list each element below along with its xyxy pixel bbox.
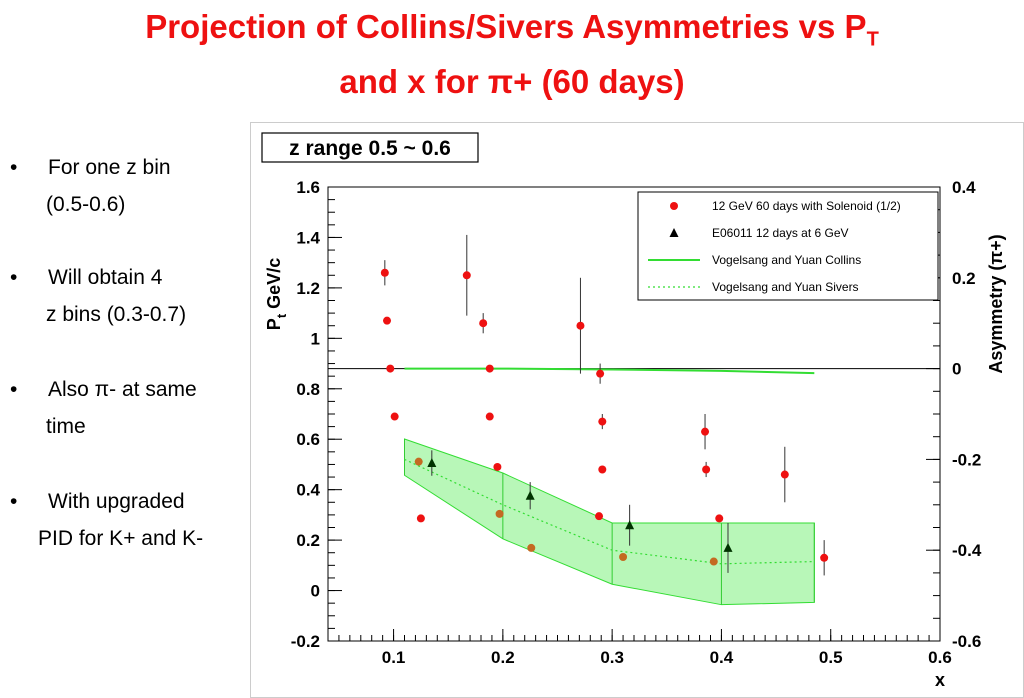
- y-right-axis-label: Asymmetry (π+): [986, 234, 1006, 373]
- legend-marker-circle: [670, 202, 678, 210]
- y-right-tick-label: -0.6: [952, 632, 981, 651]
- title-line-2: and x for π+ (60 days): [339, 62, 685, 100]
- data-point-triangle: [427, 458, 437, 468]
- bullet-text: Will obtain 4: [48, 266, 163, 289]
- data-point-circle: [462, 271, 471, 280]
- data-point-circle: [527, 543, 536, 552]
- data-point-circle: [380, 268, 389, 277]
- y-right-tick-label: -0.2: [952, 450, 981, 469]
- data-point-circle: [702, 465, 711, 474]
- bullet-text: z bins (0.3-0.7): [46, 303, 187, 326]
- data-point-circle: [701, 427, 710, 436]
- data-point-circle: [390, 412, 399, 421]
- y-left-tick-label: 0.2: [296, 531, 320, 550]
- data-point-circle: [598, 417, 607, 426]
- y-right-tick-label: 0: [952, 360, 961, 379]
- data-point-triangle: [525, 490, 535, 500]
- y-right-tick-label: 0.4: [952, 178, 976, 197]
- data-point-circle: [598, 465, 607, 474]
- title-line-1: Projection of Collins/Sivers Asymmetries…: [145, 8, 879, 51]
- y-left-tick-label: 0.6: [296, 430, 320, 449]
- data-point-circle: [485, 364, 494, 373]
- panel-label-frame: [261, 132, 479, 163]
- legend-entry-label: Vogelsang and Yuan Sivers: [712, 280, 859, 294]
- data-point-circle: [414, 457, 423, 466]
- y-left-tick-label: 1.6: [296, 178, 320, 197]
- bullet-text: Also π- at same: [48, 378, 197, 401]
- data-point-circle: [416, 514, 425, 523]
- y-right-tick-label: 0.2: [952, 269, 976, 288]
- asymmetry-chart: z range 0.5 ~ 0.6 0.1 0.2 0.3 0.4 0.5 0.6 x -0.2…: [250, 122, 1024, 698]
- y-left-axis-label: Pt GeV/c: [264, 258, 289, 330]
- data-point-circle: [383, 316, 392, 325]
- x-axis-label: x: [935, 670, 945, 690]
- panel-label-box: z range 0.5 ~ 0.6: [261, 132, 479, 163]
- bullet-text: (0.5-0.6): [46, 193, 126, 216]
- data-point-circle: [596, 369, 605, 378]
- legend-frame: [637, 191, 939, 301]
- bullet-marker: •: [10, 156, 18, 179]
- data-point-circle: [780, 470, 789, 479]
- x-tick-label: 0.5: [819, 648, 843, 667]
- slide-title: Projection of Collins/Sivers Asymmetries…: [0, 6, 1024, 103]
- data-point-circle: [619, 553, 628, 562]
- bullet-marker: •: [10, 378, 18, 401]
- data-point-circle: [386, 364, 395, 373]
- data-point-circle: [495, 509, 504, 518]
- legend-marker-triangle: [669, 228, 679, 237]
- data-point-circle: [576, 321, 585, 330]
- y-left-tick-label: 0: [311, 582, 320, 601]
- y-left-tick-label: 1.4: [296, 228, 320, 247]
- data-point-circle: [485, 412, 494, 421]
- data-point-circle: [715, 514, 724, 523]
- y-left-tick-label: 0.4: [296, 481, 320, 500]
- data-point-circle: [493, 462, 502, 471]
- y-left-tick-label: -0.2: [291, 632, 320, 651]
- data-point-circle: [820, 553, 829, 562]
- x-tick-label: 0.4: [710, 648, 734, 667]
- legend: 12 GeV 60 days with Solenoid (1/2) E06011…: [637, 191, 939, 301]
- data-point-triangle: [723, 542, 733, 552]
- data-point-circle: [709, 557, 718, 566]
- data-point-circle: [595, 512, 604, 521]
- legend-entry-label: 12 GeV 60 days with Solenoid (1/2): [712, 199, 901, 213]
- y-left-tick-label: 1: [311, 329, 320, 348]
- data-point-triangle: [625, 520, 635, 530]
- legend-entry-label: E06011 12 days at 6 GeV: [712, 226, 849, 240]
- bullet-text: With upgraded: [48, 490, 185, 513]
- y-right-tick-label: -0.4: [952, 541, 982, 560]
- bullet-text: PID for K+ and K-: [38, 527, 204, 550]
- bullet-text: For one z bin: [48, 156, 171, 179]
- bullet-text: time: [46, 415, 86, 438]
- bullet-marker: •: [10, 490, 18, 513]
- x-tick-label: 0.1: [382, 648, 406, 667]
- panel-label: z range 0.5 ~ 0.6: [289, 137, 451, 160]
- y-left-tick-label: 0.8: [296, 380, 320, 399]
- bullet-marker: •: [10, 266, 18, 289]
- sivers-curve: [404, 458, 815, 565]
- y-left-tick-label: 1.2: [296, 279, 320, 298]
- collins-curve: [404, 367, 815, 375]
- x-tick-label: 0.6: [928, 648, 952, 667]
- data-point-circle: [479, 319, 488, 328]
- x-tick-label: 0.3: [600, 648, 624, 667]
- x-tick-label: 0.2: [491, 648, 515, 667]
- legend-entry-label: Vogelsang and Yuan Collins: [712, 253, 861, 267]
